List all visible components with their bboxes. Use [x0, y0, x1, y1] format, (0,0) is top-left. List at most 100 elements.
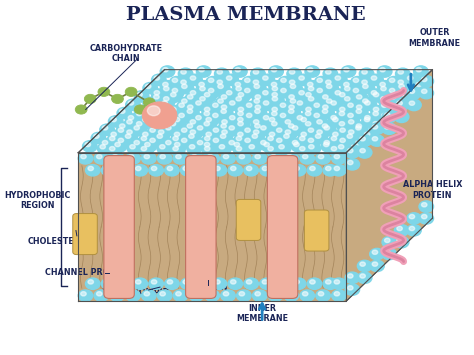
Circle shape	[348, 130, 354, 134]
Circle shape	[280, 113, 286, 118]
Circle shape	[141, 147, 146, 151]
Circle shape	[344, 67, 349, 72]
FancyBboxPatch shape	[186, 155, 216, 299]
Circle shape	[127, 130, 132, 134]
Circle shape	[217, 80, 222, 84]
Circle shape	[101, 278, 116, 289]
Circle shape	[276, 138, 282, 142]
Circle shape	[235, 82, 241, 87]
Circle shape	[294, 280, 300, 284]
Circle shape	[176, 111, 191, 123]
Circle shape	[360, 262, 365, 266]
Circle shape	[258, 124, 273, 135]
Circle shape	[131, 139, 146, 150]
Circle shape	[210, 102, 225, 113]
Circle shape	[332, 153, 346, 164]
Circle shape	[133, 278, 147, 289]
Circle shape	[78, 290, 93, 301]
Circle shape	[294, 142, 299, 147]
Circle shape	[303, 91, 318, 102]
Circle shape	[118, 138, 124, 142]
Circle shape	[151, 166, 157, 171]
Circle shape	[156, 128, 171, 140]
Circle shape	[300, 147, 305, 151]
Circle shape	[145, 142, 150, 147]
Circle shape	[253, 93, 267, 104]
Circle shape	[215, 166, 220, 171]
Circle shape	[163, 139, 178, 150]
Circle shape	[118, 128, 124, 132]
Circle shape	[371, 110, 385, 121]
Circle shape	[172, 78, 178, 82]
Circle shape	[299, 91, 304, 95]
Circle shape	[272, 121, 277, 126]
Circle shape	[136, 280, 141, 284]
Circle shape	[204, 107, 210, 111]
Circle shape	[144, 98, 155, 107]
Circle shape	[323, 78, 337, 90]
Circle shape	[292, 141, 298, 145]
Circle shape	[372, 137, 378, 141]
Circle shape	[347, 160, 353, 165]
Circle shape	[278, 166, 283, 171]
Circle shape	[275, 278, 290, 289]
Circle shape	[124, 118, 139, 129]
Circle shape	[215, 78, 229, 90]
Circle shape	[109, 130, 123, 142]
Circle shape	[308, 138, 314, 142]
Circle shape	[126, 290, 140, 301]
Circle shape	[151, 108, 165, 119]
Circle shape	[341, 66, 356, 77]
Circle shape	[308, 82, 313, 87]
Circle shape	[289, 105, 294, 109]
Circle shape	[139, 145, 153, 156]
Circle shape	[380, 82, 385, 87]
Circle shape	[264, 142, 269, 147]
Circle shape	[236, 147, 242, 151]
Circle shape	[110, 153, 125, 164]
Circle shape	[218, 132, 232, 144]
Circle shape	[249, 144, 255, 149]
Circle shape	[342, 85, 356, 96]
Circle shape	[217, 143, 231, 154]
Circle shape	[142, 102, 177, 129]
Circle shape	[253, 80, 259, 84]
Circle shape	[236, 105, 250, 117]
Circle shape	[306, 126, 320, 138]
Circle shape	[218, 84, 223, 88]
Circle shape	[359, 78, 374, 90]
Circle shape	[190, 130, 196, 134]
Circle shape	[354, 103, 368, 115]
Circle shape	[170, 145, 185, 156]
Circle shape	[233, 95, 248, 106]
Circle shape	[330, 116, 345, 127]
Circle shape	[314, 118, 329, 129]
Circle shape	[102, 141, 108, 145]
Circle shape	[261, 114, 275, 125]
Circle shape	[336, 143, 350, 154]
Circle shape	[173, 136, 178, 141]
Circle shape	[362, 70, 367, 74]
Circle shape	[286, 122, 301, 133]
Circle shape	[98, 87, 110, 97]
Circle shape	[384, 113, 390, 117]
Circle shape	[133, 165, 147, 176]
Circle shape	[116, 137, 130, 148]
Circle shape	[200, 97, 205, 101]
Circle shape	[209, 78, 214, 82]
Circle shape	[167, 166, 173, 171]
Circle shape	[162, 101, 167, 105]
Circle shape	[163, 82, 168, 87]
Circle shape	[353, 88, 359, 93]
Circle shape	[85, 142, 91, 147]
Circle shape	[143, 97, 157, 109]
Circle shape	[172, 88, 178, 93]
Circle shape	[369, 74, 383, 86]
Circle shape	[387, 76, 401, 88]
Circle shape	[270, 85, 284, 96]
Circle shape	[251, 128, 265, 140]
Circle shape	[134, 141, 139, 145]
Circle shape	[137, 111, 142, 116]
Circle shape	[140, 116, 155, 127]
Circle shape	[112, 154, 118, 159]
